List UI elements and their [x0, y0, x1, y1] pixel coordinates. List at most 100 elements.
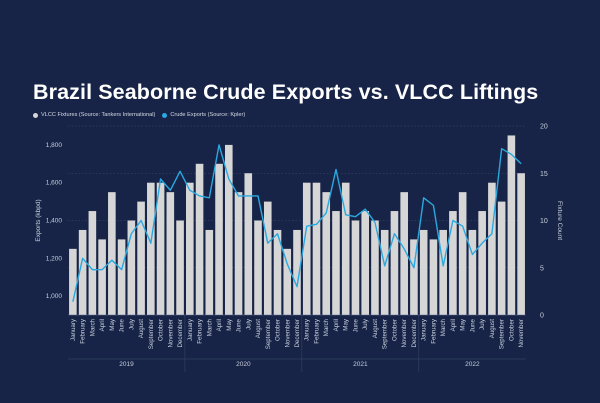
bar-fixtures — [293, 229, 301, 315]
bar-fixtures — [127, 220, 136, 315]
x-tick-label: November — [518, 319, 525, 348]
bar-fixtures — [507, 135, 516, 315]
bar-fixtures — [117, 239, 126, 315]
year-label: 2020 — [236, 361, 251, 368]
year-label: 2022 — [465, 361, 480, 368]
bar-fixtures — [69, 248, 77, 315]
x-tick-label: April — [333, 319, 340, 331]
bar-fixtures — [88, 211, 97, 315]
x-tick-label: September — [148, 319, 155, 349]
right-tick-label: 15 — [540, 171, 548, 178]
legend-item-fixtures: VLCC Fixtures (Source: Tankers Internati… — [33, 112, 155, 118]
bar-fixtures — [410, 239, 418, 315]
chart-legend: VLCC Fixtures (Source: Tankers Internati… — [33, 112, 248, 118]
x-tick-label: October — [508, 319, 515, 341]
x-tick-label: March — [206, 318, 213, 336]
x-tick-label: October — [275, 319, 282, 341]
x-tick-label: April — [99, 319, 106, 331]
left-tick-label: 1,400 — [46, 218, 63, 225]
left-tick-label: 1,000 — [46, 293, 63, 300]
legend-fixtures-swatch — [33, 112, 38, 118]
x-tick-label: September — [382, 319, 389, 349]
bar-fixtures — [322, 192, 331, 315]
x-tick-label: January — [187, 318, 194, 341]
right-tick-label: 0 — [540, 313, 544, 320]
right-tick-label: 20 — [540, 124, 548, 131]
bar-fixtures — [458, 192, 467, 315]
bar-fixtures — [332, 211, 340, 315]
x-tick-label: June — [469, 318, 476, 332]
x-tick-label: January — [421, 318, 428, 341]
bar-fixtures — [429, 239, 438, 315]
x-tick-label: February — [430, 318, 437, 344]
legend-item-exports: Crude Exports (Source: Kpler) — [162, 112, 245, 118]
bar-fixtures — [371, 220, 379, 315]
x-tick-label: October — [391, 319, 398, 341]
year-label: 2019 — [119, 361, 134, 368]
bar-fixtures — [137, 201, 145, 315]
bar-fixtures — [186, 182, 194, 315]
x-tick-label: June — [236, 318, 243, 332]
bar-fixtures — [468, 229, 477, 315]
x-tick-label: January — [304, 318, 311, 341]
bar-fixtures — [400, 192, 408, 315]
bar-fixtures — [449, 211, 457, 315]
x-tick-label: July — [362, 318, 369, 330]
bar-fixtures — [312, 182, 321, 315]
bar-fixtures — [147, 182, 155, 315]
y-axis-left-title: Exports (kbpd) — [35, 199, 42, 241]
bar-fixtures — [78, 229, 87, 315]
x-tick-label: June — [119, 318, 126, 332]
x-tick-label: September — [265, 319, 272, 349]
right-tick-label: 5 — [540, 265, 544, 272]
bar-fixtures — [215, 163, 223, 315]
x-tick-label: December — [177, 319, 184, 348]
year-label: 2021 — [353, 361, 368, 368]
bar-fixtures — [419, 229, 428, 315]
bar-fixtures — [341, 182, 350, 315]
bar-fixtures — [254, 220, 262, 315]
bar-fixtures — [195, 163, 204, 315]
x-tick-label: May — [343, 318, 350, 331]
x-tick-label: January — [70, 318, 77, 341]
x-tick-label: June — [352, 318, 359, 332]
bar-fixtures — [351, 220, 360, 315]
bar-fixtures — [263, 201, 272, 315]
x-tick-label: May — [460, 318, 467, 331]
bar-fixtures — [98, 239, 106, 315]
left-tick-label: 1,600 — [46, 180, 63, 187]
left-tick-label: 1,800 — [46, 142, 63, 149]
x-tick-label: April — [216, 319, 223, 331]
bar-fixtures — [205, 229, 214, 315]
bar-fixtures — [390, 211, 399, 315]
bar-fixtures — [380, 229, 389, 315]
x-tick-label: August — [372, 319, 379, 339]
x-tick-label: May — [226, 318, 233, 331]
left-tick-label: 1,200 — [46, 255, 63, 262]
x-tick-label: July — [245, 318, 252, 330]
bar-fixtures — [497, 201, 506, 315]
x-tick-label: September — [499, 319, 506, 349]
x-tick-label: February — [80, 318, 87, 344]
x-tick-label: March — [440, 318, 447, 336]
bar-fixtures — [156, 182, 165, 315]
chart-title: Brazil Seaborne Crude Exports vs. VLCC L… — [33, 80, 539, 104]
bar-fixtures — [302, 182, 311, 315]
legend-exports-label: Crude Exports (Source: Kpler) — [170, 112, 246, 118]
x-tick-label: July — [128, 318, 135, 330]
legend-exports-swatch — [162, 112, 168, 118]
bar-fixtures — [244, 173, 253, 315]
x-tick-label: November — [284, 319, 291, 348]
y-axis-right-title: Fixture Count — [556, 201, 563, 240]
bar-fixtures — [361, 211, 370, 315]
x-tick-label: March — [89, 318, 96, 336]
x-tick-label: December — [411, 319, 418, 348]
x-tick-label: December — [294, 319, 301, 348]
bar-fixtures — [234, 192, 243, 315]
x-tick-label: July — [479, 318, 486, 330]
bar-fixtures — [108, 192, 116, 315]
x-tick-label: April — [450, 319, 457, 331]
x-tick-label: March — [323, 318, 330, 336]
bar-fixtures — [488, 182, 496, 315]
legend-fixtures-label: VLCC Fixtures (Source: Tankers Internati… — [41, 112, 156, 118]
